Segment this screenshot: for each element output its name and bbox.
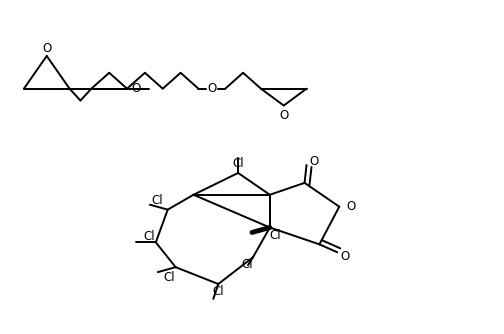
Text: Cl: Cl [163, 271, 174, 284]
Text: O: O [208, 82, 217, 95]
Text: Cl: Cl [151, 194, 163, 207]
Text: O: O [279, 109, 288, 122]
Text: O: O [341, 250, 350, 263]
Text: Cl: Cl [232, 157, 244, 170]
Text: Cl: Cl [213, 286, 224, 299]
Text: O: O [42, 42, 51, 55]
Text: O: O [310, 155, 319, 168]
Text: Cl: Cl [269, 229, 281, 242]
Text: Cl: Cl [143, 230, 155, 243]
Text: O: O [132, 82, 141, 95]
Text: O: O [347, 200, 356, 213]
Text: Cl: Cl [241, 258, 253, 271]
